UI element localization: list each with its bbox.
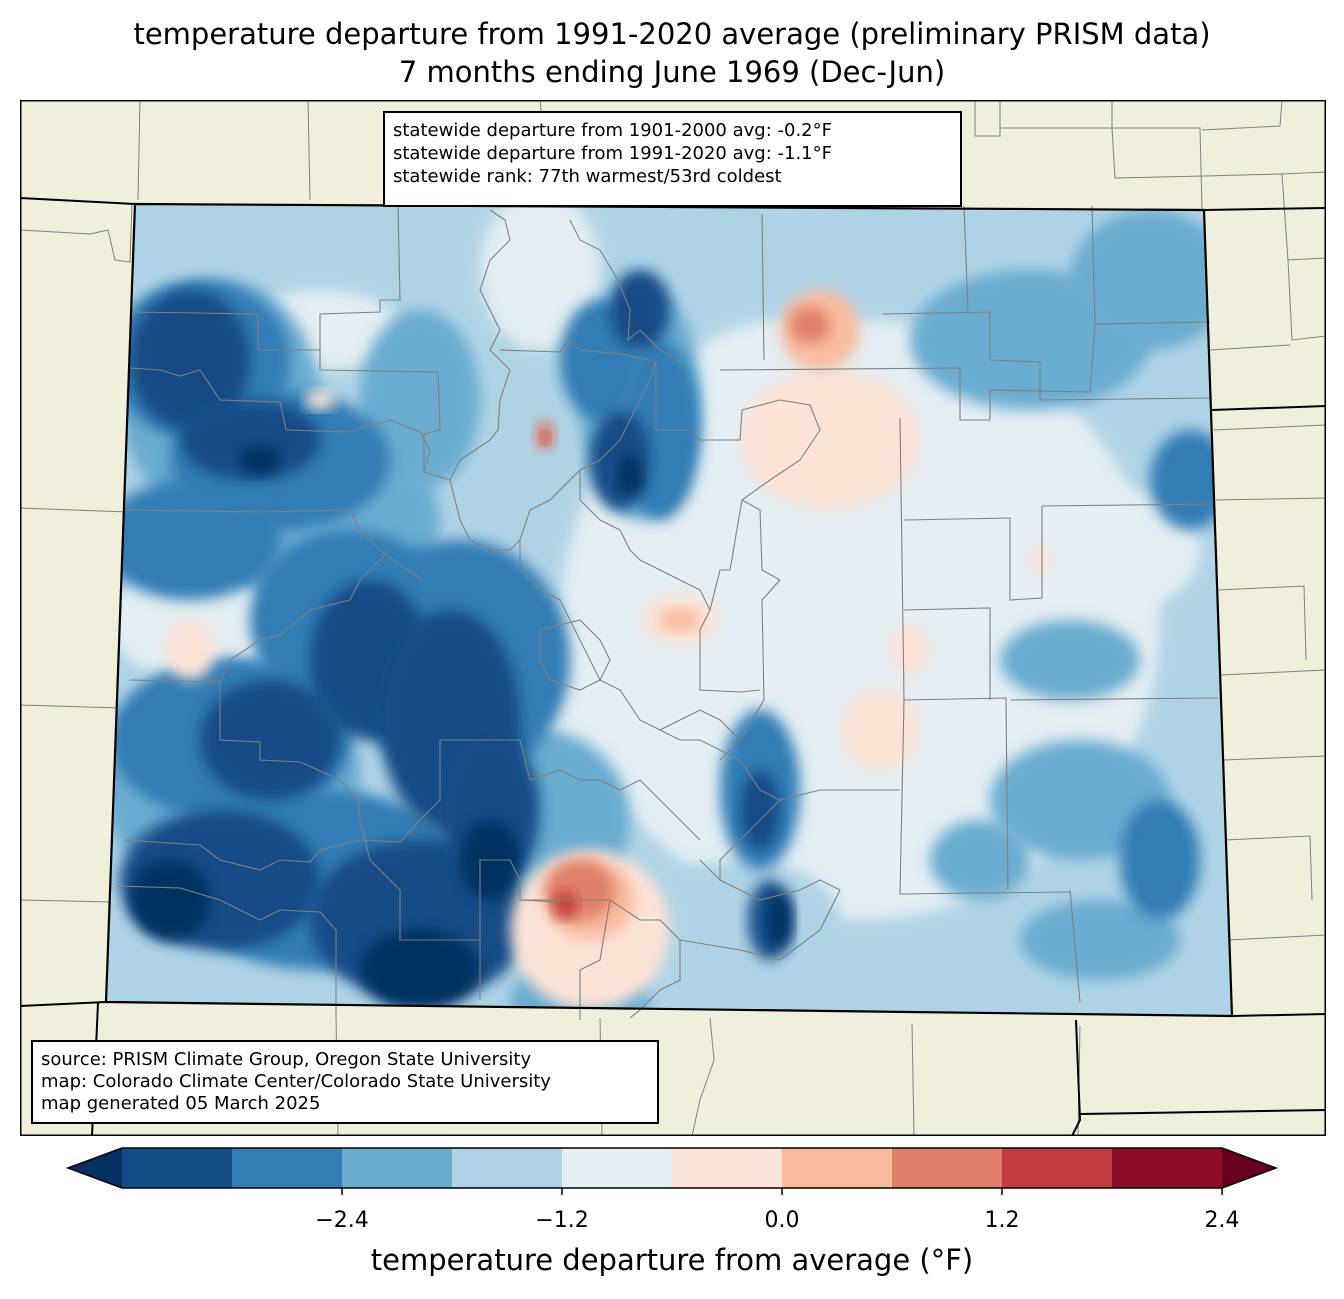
source-credits-box: source: PRISM Climate Group, Oregon Stat…	[31, 1040, 659, 1124]
map-title-line1: temperature departure from 1991-2020 ave…	[133, 17, 1211, 51]
contour-region	[540, 432, 550, 444]
map-credit-line: map: Colorado Climate Center/Colorado St…	[41, 1071, 551, 1092]
contour-region	[480, 204, 600, 350]
contour-region	[553, 891, 577, 919]
colorbar-tick-label: 0.0	[764, 1208, 800, 1233]
colorbar-bin	[672, 1148, 783, 1188]
colorbar-bin	[1002, 1148, 1113, 1188]
contour-region	[106, 480, 280, 600]
contour-region	[1120, 800, 1200, 920]
contour-region	[305, 390, 335, 410]
contour-region	[1000, 620, 1140, 700]
colorbar-bin	[1112, 1148, 1223, 1188]
contour-region	[610, 270, 670, 350]
stats-line-rank: statewide rank: 77th warmest/53rd coldes…	[393, 166, 782, 187]
contour-region	[890, 625, 930, 675]
contour-region	[618, 455, 642, 495]
contour-region	[200, 680, 340, 800]
contour-region	[840, 690, 920, 770]
contour-region	[165, 620, 215, 680]
colorbar-bin	[452, 1148, 563, 1188]
contour-region	[130, 290, 250, 430]
colorbar-outline	[65, 1147, 1279, 1189]
colorado-boundary	[104, 202, 1234, 1018]
generated-date-line: map generated 05 March 2025	[41, 1093, 321, 1114]
contour-region	[1020, 900, 1180, 980]
contour-region	[640, 860, 840, 980]
statewide-stats-box: statewide departure from 1901-2000 avg: …	[383, 111, 962, 207]
contour-region	[890, 470, 1010, 570]
contour-region	[990, 740, 1170, 860]
contour-region	[768, 892, 792, 948]
colorbar-label: temperature departure from average (°F)	[370, 1243, 974, 1277]
contour-region	[1028, 545, 1052, 575]
contour-region	[1040, 490, 1200, 610]
contour-region	[740, 770, 780, 850]
colorbar	[65, 1147, 1279, 1195]
contour-region	[240, 445, 280, 475]
colorbar-tick-label: 1.2	[984, 1208, 1020, 1233]
contour-region	[740, 370, 920, 510]
colorbar-bin	[892, 1148, 1003, 1188]
colorbar-bin	[122, 1148, 233, 1188]
contour-region	[360, 930, 480, 1010]
colorbar-tick-label: 2.4	[1204, 1208, 1240, 1233]
colorbar-bin	[562, 1148, 673, 1188]
colorbar-bin	[782, 1148, 893, 1188]
contour-region	[360, 310, 480, 490]
stats-line-1991-2020: statewide departure from 1991-2020 avg: …	[393, 143, 832, 164]
source-line: source: PRISM Climate Group, Oregon Stat…	[41, 1049, 532, 1070]
contour-region	[930, 820, 1030, 900]
contour-region	[660, 608, 700, 632]
contour-region	[130, 860, 210, 940]
departure-field	[106, 204, 1230, 1016]
colorbar-extend-low	[68, 1148, 122, 1188]
colorado-county-lines	[115, 205, 1219, 1020]
contour-region	[1070, 210, 1230, 350]
contour-region	[790, 307, 830, 343]
stats-line-1901-2000: statewide departure from 1901-2000 avg: …	[393, 120, 832, 141]
map-frame	[20, 100, 1326, 1136]
colorbar-extend-high	[1222, 1148, 1276, 1188]
colorbar-bin	[232, 1148, 343, 1188]
colorbar-bin	[342, 1148, 453, 1188]
colorbar-tick-label: −2.4	[315, 1208, 369, 1233]
colorbar-tick-label: −1.2	[535, 1208, 589, 1233]
temperature-departure-map	[20, 100, 1326, 1136]
contour-region	[530, 630, 710, 770]
map-title-line2: 7 months ending June 1969 (Dec-Jun)	[398, 55, 946, 89]
contour-region	[180, 400, 320, 480]
